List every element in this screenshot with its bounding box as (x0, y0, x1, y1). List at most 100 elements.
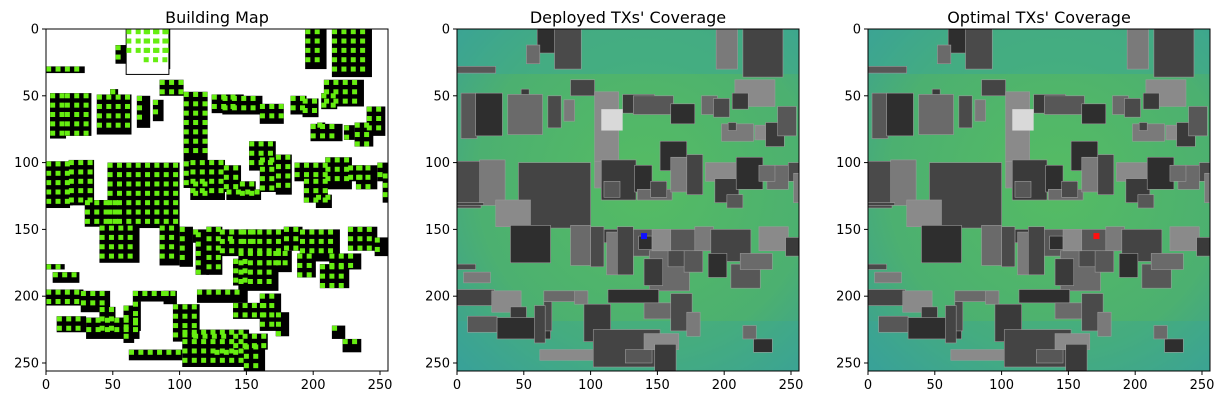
candidate-site (142, 291, 148, 297)
candidate-site (365, 165, 371, 171)
candidate-site (151, 291, 157, 297)
map-area (457, 29, 799, 371)
candidate-site (95, 327, 101, 333)
candidate-site (300, 95, 305, 101)
building (132, 290, 176, 302)
candidate-site (266, 260, 272, 266)
candidate-site (94, 218, 100, 224)
building (1124, 98, 1141, 118)
candidate-site (257, 260, 263, 266)
building (510, 225, 551, 264)
candidate-site (84, 218, 90, 224)
candidate-site (50, 93, 56, 99)
candidate-site (133, 291, 139, 297)
candidate-site (214, 349, 220, 355)
candidate-site (191, 348, 197, 354)
candidate-site (318, 229, 324, 235)
candidate-site (209, 178, 215, 184)
candidate-site (241, 105, 247, 111)
x-tick-label: 150 (234, 378, 259, 393)
candidate-site (350, 66, 356, 72)
candidate-site (75, 325, 81, 331)
candidate-site (342, 98, 348, 104)
candidate-site (201, 348, 207, 354)
candidate-site (357, 236, 363, 242)
candidate-site (108, 244, 114, 250)
candidate-site (325, 194, 331, 200)
candidate-site (314, 29, 320, 35)
candidate-site (126, 47, 132, 53)
candidate-site (233, 174, 239, 180)
candidate-site (285, 164, 291, 170)
candidate-site (285, 173, 291, 179)
candidate-site (116, 218, 122, 224)
candidate-site (163, 172, 169, 178)
candidate-site (306, 253, 312, 259)
candidate-site (259, 166, 265, 172)
building (152, 99, 164, 122)
building (1054, 258, 1075, 286)
candidate-site (344, 176, 350, 182)
candidate-site (267, 160, 273, 166)
y-tick-label: 0 (853, 23, 861, 38)
candidate-site (64, 189, 70, 195)
candidate-site (341, 38, 347, 44)
candidate-site (304, 178, 310, 184)
candidate-site (179, 226, 185, 232)
candidate-site (242, 312, 248, 318)
candidate-site (183, 120, 189, 126)
building (467, 315, 498, 333)
candidate-site (329, 262, 335, 268)
building (1204, 172, 1210, 203)
building (554, 29, 582, 70)
candidate-site (191, 357, 197, 363)
candidate-site (302, 98, 308, 104)
candidate-site (238, 339, 244, 345)
panel-title: Building Map (165, 8, 269, 27)
candidate-site (283, 245, 289, 251)
y-tick-label: 100 (836, 156, 861, 171)
candidate-site (173, 313, 179, 319)
candidate-site (250, 238, 256, 244)
candidate-site (169, 225, 175, 231)
candidate-site (126, 190, 132, 196)
candidate-site (305, 47, 311, 53)
candidate-site (74, 102, 80, 108)
candidate-site (143, 29, 149, 35)
candidate-site (249, 181, 255, 187)
candidate-site (173, 190, 179, 196)
candidate-site (325, 176, 331, 182)
candidate-site (318, 238, 324, 244)
candidate-site (90, 300, 96, 306)
candidate-site (78, 188, 84, 194)
building (906, 199, 942, 228)
building (634, 164, 653, 193)
candidate-site (193, 190, 199, 196)
candidate-site (266, 248, 272, 254)
candidate-site (328, 238, 334, 244)
panel-deployed-coverage: Deployed TXs' Coverage 0 50 100 150 200 250 0… (425, 8, 803, 393)
building (1164, 338, 1184, 353)
candidate-site (145, 162, 151, 168)
building (868, 289, 906, 306)
candidate-site (153, 29, 159, 35)
candidate-site (249, 190, 255, 196)
candidate-site (94, 209, 100, 215)
candidate-site (173, 200, 179, 206)
candidate-site (229, 357, 235, 363)
candidate-site (238, 269, 244, 275)
candidate-site (103, 218, 109, 224)
candidate-site (179, 254, 185, 260)
candidate-site (145, 190, 151, 196)
candidate-site (163, 200, 169, 206)
candidate-site (133, 311, 139, 317)
candidate-site (231, 105, 237, 111)
y-tick-label: 0 (31, 23, 39, 38)
building (570, 225, 591, 266)
candidate-site (233, 349, 239, 355)
building (981, 79, 1006, 97)
x-axis: 0 50 100 150 200 250 (864, 371, 1214, 393)
candidate-site (64, 130, 70, 136)
candidate-site (259, 185, 265, 191)
candidate-site (99, 300, 105, 306)
